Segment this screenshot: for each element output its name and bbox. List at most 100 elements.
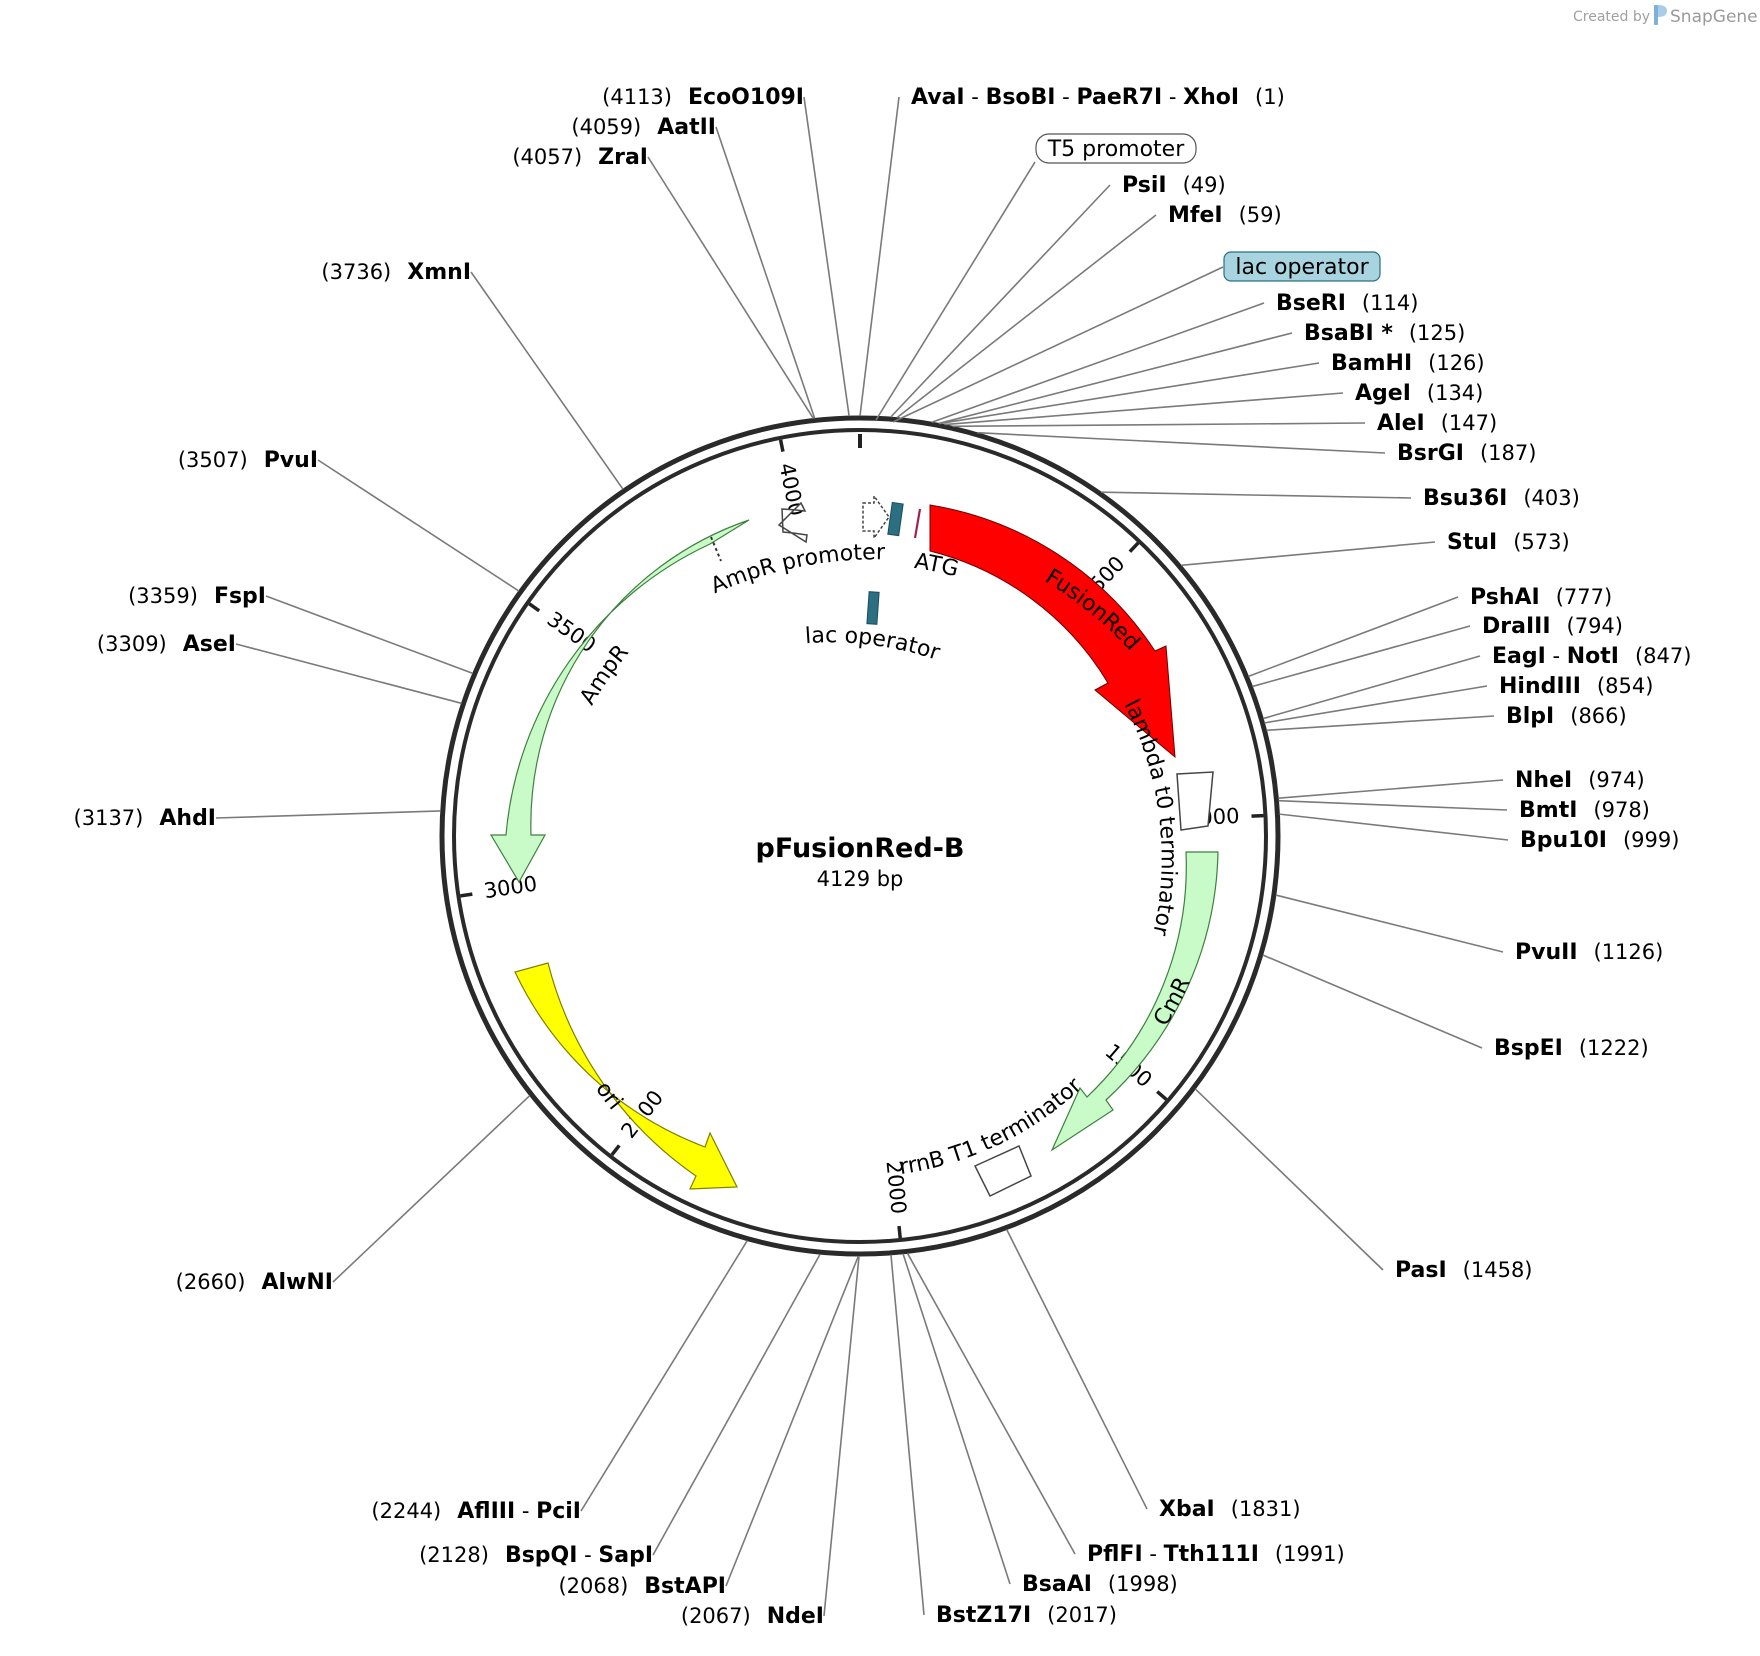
site-aatii: (4059) AatII	[571, 115, 816, 419]
site-position: (3137)	[74, 806, 144, 830]
site-afliii-pcii: (2244) AflIII - PciI	[371, 1240, 748, 1524]
site-enzyme-name: FspI	[214, 584, 266, 609]
site-label: (2128) BspQI - SapI	[419, 1543, 653, 1568]
site-position: (777)	[1556, 585, 1612, 609]
site-leader	[1248, 596, 1459, 678]
site-position: (854)	[1597, 674, 1653, 698]
site-label: AleI (147)	[1377, 411, 1497, 436]
site-separator: -	[965, 85, 986, 109]
lambda-t0-terminator-feature	[1176, 771, 1214, 831]
site-position: (4059)	[571, 115, 641, 139]
site-position: (1998)	[1108, 1572, 1178, 1596]
site-position: (2244)	[371, 1499, 441, 1523]
site-leader	[215, 810, 441, 819]
site-ndei: (2067) NdeI	[681, 1255, 860, 1629]
lac-operator-callout-box	[1223, 251, 1381, 282]
credit-prefix: Created by	[1573, 9, 1650, 25]
site-position: (147)	[1441, 411, 1497, 435]
site-leader	[1194, 1088, 1384, 1271]
site-bpu10i: Bpu10I (999)	[1279, 813, 1679, 853]
site-enzyme-name: PaeR7I	[1076, 85, 1162, 110]
site-leader	[265, 595, 474, 675]
plasmid-size: 4129 bp	[817, 867, 904, 891]
site-label: XbaI (1831)	[1159, 1497, 1301, 1522]
site-enzyme-name: BsoBI	[986, 85, 1056, 110]
site-position: (126)	[1428, 351, 1484, 375]
site-label: (4059) AatII	[571, 115, 716, 140]
site-enzyme-name: AleI	[1377, 411, 1425, 436]
site-leader	[1262, 954, 1483, 1049]
site-leader	[1278, 799, 1508, 811]
site-label: AvaI - BsoBI - PaeR7I - XhoI (1)	[911, 85, 1285, 110]
site-enzyme-name: PshAI	[1470, 585, 1540, 610]
ori-label: ori	[590, 1077, 627, 1115]
site-bsrgi: BsrGI (187)	[977, 431, 1536, 466]
site-enzyme-name: BspEI	[1494, 1036, 1563, 1061]
site-fspi: (3359) FspI	[128, 584, 474, 675]
lac-operator-inner-feature	[866, 591, 880, 625]
backbone-outer	[439, 415, 1281, 1257]
site-leader	[1278, 779, 1504, 799]
tick-mark-1500	[1156, 1090, 1168, 1101]
site-enzyme-name: BamHI	[1331, 351, 1412, 376]
site-leader	[1264, 685, 1488, 724]
site-pflfi-tth111i: PflFI - Tth111I (1991)	[906, 1252, 1345, 1567]
site-label: BstZ17I (2017)	[936, 1603, 1117, 1628]
site-position: (403)	[1523, 486, 1579, 510]
site-enzyme-name: BlpI	[1506, 704, 1554, 729]
site-psii: PsiI (49)	[890, 173, 1226, 418]
site-position: (1126)	[1594, 940, 1664, 964]
site-label: BlpI (866)	[1506, 704, 1627, 729]
site-leader	[470, 271, 624, 490]
site-leader	[803, 96, 850, 417]
site-pvuii: PvuII (1126)	[1275, 894, 1663, 965]
site-label: (4113) EcoO109I	[602, 85, 804, 110]
site-label: PvuII (1126)	[1515, 940, 1663, 965]
site-leader	[1101, 491, 1412, 499]
site-position: (114)	[1362, 291, 1418, 315]
site-label: NheI (974)	[1515, 768, 1645, 793]
tick-mark-4000	[778, 439, 785, 452]
site-enzyme-name: DraIII	[1482, 614, 1551, 639]
site-enzyme-name: Bsu36I	[1423, 486, 1507, 511]
site-position: (866)	[1570, 704, 1626, 728]
site-enzyme-name: NheI	[1515, 768, 1572, 793]
site-enzyme-name: NdeI	[767, 1604, 824, 1629]
site-leader	[332, 1094, 531, 1283]
site-label: (2067) NdeI	[681, 1604, 824, 1629]
site-position: (3359)	[128, 584, 198, 608]
site-enzyme-name: BstAPI	[644, 1574, 726, 1599]
restriction-sites: (4113) EcoO109I (4059) AatII (4057) ZraI (3736…	[74, 85, 1692, 1629]
cmr-feature	[1050, 851, 1219, 1152]
site-xbai: XbaI (1831)	[1005, 1229, 1301, 1522]
site-enzyme-name: Bpu10I	[1520, 828, 1607, 853]
site-enzyme-name: XbaI	[1159, 1497, 1215, 1522]
site-leader	[944, 392, 1344, 426]
site-label: (2068) BstAPI	[558, 1574, 726, 1599]
site-leader	[859, 96, 900, 417]
site-leader	[725, 1255, 860, 1587]
plasmid-name: pFusionRed-B	[756, 833, 965, 864]
site-enzyme-name: BspQI	[505, 1543, 578, 1568]
site-position: (2067)	[681, 1604, 751, 1628]
site-label: BspEI (1222)	[1494, 1036, 1649, 1061]
site-position: (59)	[1239, 203, 1282, 227]
site-leader	[1005, 1229, 1148, 1510]
tick-label-2000: 2000	[882, 1160, 911, 1216]
site-enzyme-name: BseRI	[1276, 291, 1346, 316]
site-label: EagI - NotI (847)	[1492, 644, 1691, 669]
site-label: BseRI (114)	[1276, 291, 1418, 316]
site-zrai: (4057) ZraI	[512, 145, 815, 420]
site-bstz17i: BstZ17I (2017)	[890, 1254, 1117, 1628]
site-leader	[580, 1240, 748, 1512]
site-bsu36i: Bsu36I (403)	[1101, 486, 1580, 511]
site-label: BmtI (978)	[1519, 798, 1650, 823]
site-leader	[1266, 715, 1495, 732]
site-label: (3359) FspI	[128, 584, 266, 609]
site-enzyme-name: AflIII	[457, 1499, 515, 1524]
site-leader	[1279, 813, 1509, 841]
site-enzyme-name: BsaAI	[1022, 1572, 1092, 1597]
credit-brand: SnapGene	[1670, 7, 1758, 27]
site-enzyme-name: SapI	[598, 1543, 653, 1568]
